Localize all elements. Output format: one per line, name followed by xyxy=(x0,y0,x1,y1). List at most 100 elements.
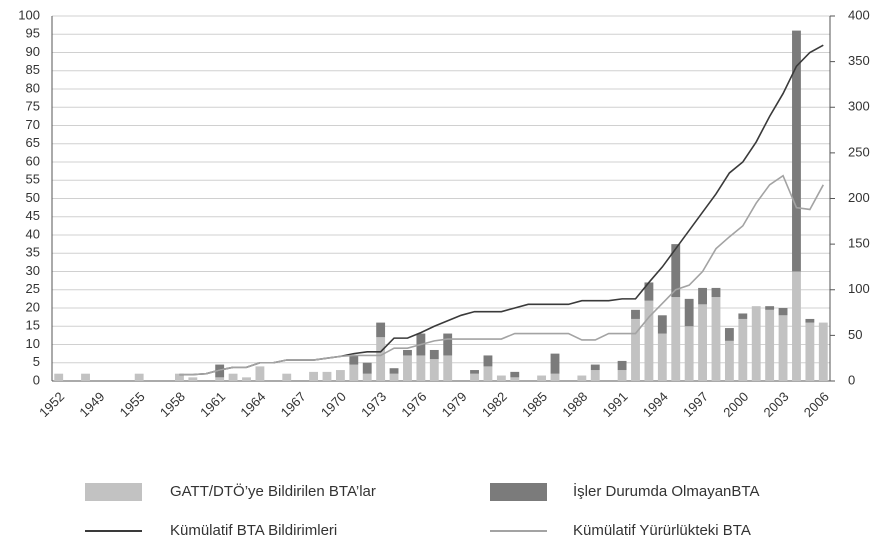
y-tick-label: 60 xyxy=(26,153,40,168)
y2-tick-label: 400 xyxy=(848,7,870,22)
bar xyxy=(429,349,439,360)
bar xyxy=(818,322,828,381)
y2-tick-label: 200 xyxy=(848,190,870,205)
bar xyxy=(376,337,386,381)
bar xyxy=(644,282,654,301)
bar xyxy=(711,287,721,298)
legend-label: İşler Durumda OlmayanBTA xyxy=(573,482,759,500)
bar xyxy=(617,360,627,371)
x-tick-label: 1979 xyxy=(439,389,470,420)
y-tick-label: 65 xyxy=(26,135,40,150)
bar xyxy=(322,371,332,381)
line xyxy=(179,44,824,376)
bar xyxy=(738,313,748,319)
bar xyxy=(698,304,707,381)
y2-tick-label: 50 xyxy=(848,327,862,342)
y-tick-label: 85 xyxy=(26,62,40,77)
bar xyxy=(805,318,815,323)
y-tick-label: 15 xyxy=(26,318,40,333)
bar xyxy=(792,30,801,272)
y-tick-label: 30 xyxy=(26,263,40,278)
bar xyxy=(242,377,251,381)
bar xyxy=(711,297,721,381)
bar xyxy=(792,271,801,381)
y-tick-label: 100 xyxy=(18,7,40,22)
bar xyxy=(443,333,453,356)
bar xyxy=(577,375,587,381)
bar xyxy=(175,373,184,381)
y2-tick-label: 300 xyxy=(848,99,870,114)
bar xyxy=(590,364,600,371)
bar xyxy=(429,359,439,381)
bar xyxy=(631,318,640,381)
legend-label: GATT/DTÖ’ye Bildirilen BTA’lar xyxy=(170,482,376,500)
bar xyxy=(684,298,694,327)
bar xyxy=(389,373,399,381)
x-tick-label: 1970 xyxy=(318,389,349,420)
bar xyxy=(698,287,707,305)
bar xyxy=(738,318,748,381)
bar xyxy=(416,355,426,381)
bar xyxy=(510,377,520,381)
x-tick-label: 1961 xyxy=(197,389,228,420)
legend-swatch xyxy=(490,483,547,501)
y2-tick-label: 350 xyxy=(848,53,870,68)
bar xyxy=(644,300,654,381)
bar xyxy=(362,362,372,374)
x-tick-label: 1976 xyxy=(398,389,429,420)
x-tick-label: 1991 xyxy=(600,389,631,420)
bar xyxy=(671,297,681,381)
bar xyxy=(657,333,667,381)
y-tick-label: 50 xyxy=(26,190,40,205)
y-tick-label: 20 xyxy=(26,299,40,314)
y-tick-label: 45 xyxy=(26,208,40,223)
bar xyxy=(215,364,225,378)
y-tick-label: 75 xyxy=(26,99,40,114)
bar xyxy=(215,377,225,381)
bar xyxy=(550,373,560,381)
x-tick-label: 1985 xyxy=(519,389,550,420)
bar xyxy=(282,373,292,381)
bar xyxy=(765,309,775,381)
x-tick-label: 1988 xyxy=(559,389,590,420)
bar xyxy=(671,244,681,298)
y2-tick-label: 150 xyxy=(848,236,870,251)
bar xyxy=(470,373,479,381)
bar xyxy=(765,306,775,310)
bar xyxy=(188,377,198,381)
y-tick-label: 70 xyxy=(26,117,40,132)
x-tick-label: 1964 xyxy=(237,389,268,420)
x-tick-label: 2003 xyxy=(761,389,792,420)
bar xyxy=(590,370,600,381)
bar xyxy=(81,373,90,381)
bar xyxy=(805,322,815,381)
bar xyxy=(255,366,265,381)
x-tick-label: 1982 xyxy=(479,389,510,420)
x-tick-label: 1949 xyxy=(76,389,107,420)
bar xyxy=(443,355,453,381)
y-tick-label: 55 xyxy=(26,172,40,187)
bar xyxy=(684,326,694,381)
x-tick-label: 1967 xyxy=(278,389,309,420)
x-tick-label: 1955 xyxy=(117,389,148,420)
y-tick-label: 5 xyxy=(33,354,40,369)
legend-label: Kümülatif Yürürlükteki BTA xyxy=(573,522,751,539)
x-tick-label: 1958 xyxy=(157,389,188,420)
bar xyxy=(617,370,627,381)
legend-swatch xyxy=(85,483,142,501)
y-tick-label: 25 xyxy=(26,281,40,296)
bar xyxy=(657,315,667,334)
bar xyxy=(349,355,359,365)
y-tick-label: 95 xyxy=(26,26,40,41)
y-tick-label: 0 xyxy=(33,372,40,387)
bar xyxy=(335,370,345,381)
bar xyxy=(389,368,399,374)
line xyxy=(179,174,824,376)
bar xyxy=(403,355,412,381)
bar xyxy=(537,375,547,381)
bar xyxy=(54,373,64,381)
y-tick-label: 90 xyxy=(26,44,40,59)
y-tick-label: 40 xyxy=(26,226,40,241)
x-tick-label: 1997 xyxy=(680,389,711,420)
y-tick-label: 35 xyxy=(26,245,40,260)
